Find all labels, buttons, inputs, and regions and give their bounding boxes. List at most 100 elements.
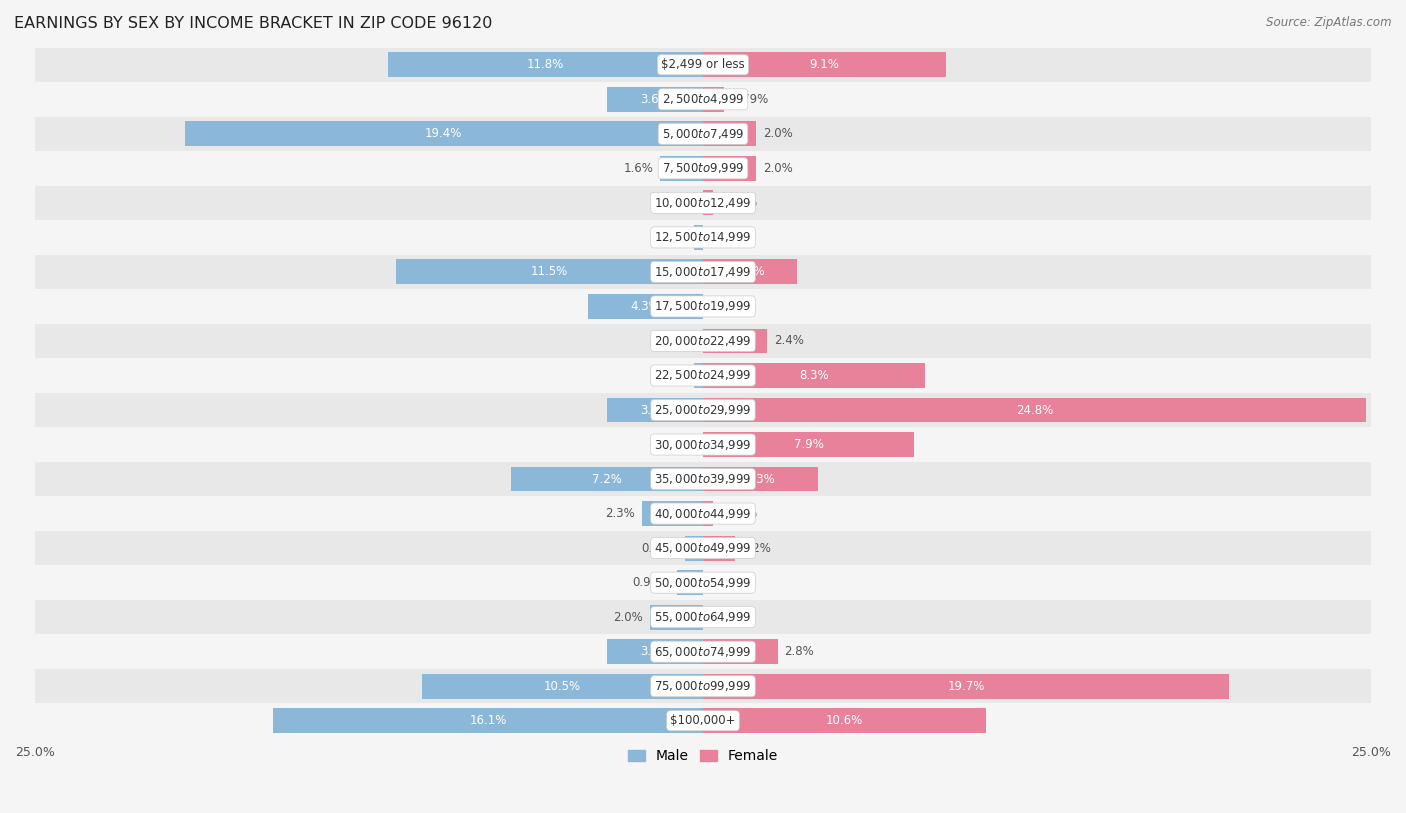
- Bar: [35, 703, 1371, 738]
- Bar: [703, 708, 986, 733]
- Bar: [703, 363, 925, 388]
- Bar: [703, 156, 756, 180]
- Text: $55,000 to $64,999: $55,000 to $64,999: [654, 611, 752, 624]
- Bar: [703, 190, 713, 215]
- Bar: [35, 600, 1371, 634]
- Text: 2.8%: 2.8%: [785, 646, 814, 659]
- Text: 0.0%: 0.0%: [707, 231, 737, 244]
- Bar: [510, 467, 703, 492]
- Bar: [35, 393, 1371, 428]
- Text: $5,000 to $7,499: $5,000 to $7,499: [662, 127, 744, 141]
- Text: $30,000 to $34,999: $30,000 to $34,999: [654, 437, 752, 451]
- Bar: [35, 359, 1371, 393]
- Text: $40,000 to $44,999: $40,000 to $44,999: [654, 506, 752, 520]
- Bar: [695, 363, 703, 388]
- Bar: [607, 87, 703, 111]
- Text: 0.79%: 0.79%: [731, 93, 768, 106]
- Text: $22,500 to $24,999: $22,500 to $24,999: [654, 368, 752, 382]
- Bar: [661, 156, 703, 180]
- Text: 8.3%: 8.3%: [799, 369, 828, 382]
- Bar: [35, 220, 1371, 254]
- Text: 2.0%: 2.0%: [763, 128, 793, 141]
- Bar: [184, 121, 703, 146]
- Bar: [607, 639, 703, 664]
- Text: 2.0%: 2.0%: [763, 162, 793, 175]
- Bar: [703, 536, 735, 560]
- Text: Source: ZipAtlas.com: Source: ZipAtlas.com: [1267, 16, 1392, 29]
- Text: 0.0%: 0.0%: [669, 438, 699, 451]
- Text: 11.8%: 11.8%: [527, 59, 564, 72]
- Text: 4.3%: 4.3%: [631, 300, 661, 313]
- Text: 0.39%: 0.39%: [720, 197, 758, 210]
- Text: $25,000 to $29,999: $25,000 to $29,999: [654, 403, 752, 417]
- Bar: [695, 225, 703, 250]
- Bar: [35, 669, 1371, 703]
- Text: $75,000 to $99,999: $75,000 to $99,999: [654, 679, 752, 693]
- Bar: [35, 531, 1371, 565]
- Bar: [388, 52, 703, 77]
- Bar: [35, 428, 1371, 462]
- Bar: [703, 87, 724, 111]
- Text: 1.2%: 1.2%: [742, 541, 772, 554]
- Text: 2.0%: 2.0%: [613, 611, 643, 624]
- Bar: [35, 47, 1371, 82]
- Bar: [703, 501, 713, 526]
- Text: $20,000 to $22,499: $20,000 to $22,499: [654, 334, 752, 348]
- Text: 19.7%: 19.7%: [948, 680, 986, 693]
- Text: 0.99%: 0.99%: [633, 576, 669, 589]
- Text: EARNINGS BY SEX BY INCOME BRACKET IN ZIP CODE 96120: EARNINGS BY SEX BY INCOME BRACKET IN ZIP…: [14, 16, 492, 31]
- Text: 10.6%: 10.6%: [825, 715, 863, 728]
- Bar: [703, 398, 1365, 423]
- Bar: [588, 294, 703, 319]
- Text: 0.39%: 0.39%: [720, 507, 758, 520]
- Text: 0.0%: 0.0%: [669, 334, 699, 347]
- Bar: [35, 185, 1371, 220]
- Bar: [35, 324, 1371, 359]
- Bar: [703, 259, 797, 285]
- Text: $65,000 to $74,999: $65,000 to $74,999: [654, 645, 752, 659]
- Text: 11.5%: 11.5%: [530, 265, 568, 278]
- Text: 9.1%: 9.1%: [810, 59, 839, 72]
- Text: 0.0%: 0.0%: [707, 576, 737, 589]
- Bar: [35, 462, 1371, 496]
- Text: 0.0%: 0.0%: [707, 300, 737, 313]
- Text: $15,000 to $17,499: $15,000 to $17,499: [654, 265, 752, 279]
- Text: $100,000+: $100,000+: [671, 715, 735, 728]
- Text: 10.5%: 10.5%: [544, 680, 581, 693]
- Text: $12,500 to $14,999: $12,500 to $14,999: [654, 230, 752, 245]
- Bar: [641, 501, 703, 526]
- Text: 4.3%: 4.3%: [745, 472, 775, 485]
- Text: 0.0%: 0.0%: [707, 611, 737, 624]
- Text: 2.3%: 2.3%: [605, 507, 636, 520]
- Bar: [395, 259, 703, 285]
- Bar: [703, 639, 778, 664]
- Bar: [703, 433, 914, 457]
- Text: 16.1%: 16.1%: [470, 715, 506, 728]
- Bar: [35, 289, 1371, 324]
- Text: 3.6%: 3.6%: [640, 646, 669, 659]
- Bar: [703, 328, 768, 354]
- Text: $2,499 or less: $2,499 or less: [661, 59, 745, 72]
- Bar: [35, 151, 1371, 185]
- Text: 0.0%: 0.0%: [669, 197, 699, 210]
- Bar: [703, 674, 1229, 698]
- Bar: [685, 536, 703, 560]
- Bar: [35, 496, 1371, 531]
- Text: $7,500 to $9,999: $7,500 to $9,999: [662, 161, 744, 176]
- Bar: [35, 254, 1371, 289]
- Text: 3.6%: 3.6%: [640, 93, 669, 106]
- Bar: [35, 634, 1371, 669]
- Text: 0.33%: 0.33%: [651, 369, 688, 382]
- Text: 24.8%: 24.8%: [1015, 403, 1053, 416]
- Text: $10,000 to $12,499: $10,000 to $12,499: [654, 196, 752, 210]
- Text: 3.5%: 3.5%: [735, 265, 765, 278]
- Text: $2,500 to $4,999: $2,500 to $4,999: [662, 93, 744, 107]
- Bar: [650, 605, 703, 629]
- Text: 3.6%: 3.6%: [640, 403, 669, 416]
- Text: 19.4%: 19.4%: [425, 128, 463, 141]
- Bar: [703, 52, 946, 77]
- Legend: Male, Female: Male, Female: [623, 744, 783, 769]
- Text: 0.66%: 0.66%: [641, 541, 679, 554]
- Bar: [676, 570, 703, 595]
- Text: 0.33%: 0.33%: [651, 231, 688, 244]
